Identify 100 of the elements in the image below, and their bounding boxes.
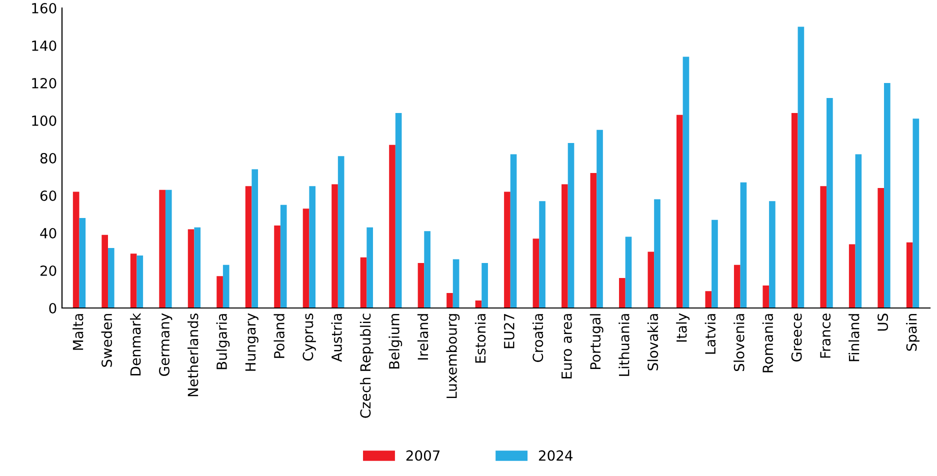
y-tick-label: 140 [32,40,56,51]
y-tick-label: 40 [40,228,56,238]
x-tick-label: Euro area [562,314,572,378]
bar [568,143,574,308]
y-tick-label: 20 [40,265,56,276]
legend-label: 2024 [538,450,573,461]
x-tick-label: Italy [676,313,690,342]
bar [245,186,252,308]
bar [102,234,108,308]
x-tick-label: Denmark [130,312,141,376]
bar [504,192,510,308]
bar [848,244,856,308]
x-tick-label: Belgium [388,314,402,368]
x-tick-label: Austria [331,314,342,362]
bar [705,291,712,308]
x-tick-label: Finland [848,314,860,362]
x-tick-label: Slovenia [734,314,744,372]
bar [360,257,367,308]
bar [309,186,316,308]
bar [740,182,747,308]
bar [682,56,690,308]
bar [482,263,488,308]
x-tick-label: Luxembourg [446,314,460,398]
x-tick-label: Netherlands [187,314,198,396]
bar [532,238,540,308]
bar [332,184,338,308]
bar [619,278,626,308]
x-tick-label: Greece [791,314,802,362]
bar [539,201,546,308]
bar [418,263,424,308]
x-tick-label: Germany [158,313,172,376]
bar [798,26,804,308]
bar [884,83,890,308]
x-tick-label: Romania [762,314,774,372]
x-tick-label: Sweden [101,314,112,367]
x-tick-label: Czech Republic [360,314,374,418]
legend-label: 2007 [406,450,440,461]
bar [366,227,373,308]
bar [625,236,632,308]
bar [136,256,144,308]
bar [791,113,798,308]
x-tick-label: Estonia [474,314,486,363]
x-tick-label: US [878,314,888,331]
bar [159,190,166,308]
bar [194,227,201,308]
bar [280,204,287,308]
x-tick-label: Slovakia [647,314,658,370]
x-tick-label: Spain [906,314,920,351]
bar [395,113,402,308]
bar [130,254,137,308]
x-tick-label: France [820,314,831,358]
bar [338,156,344,308]
bar [878,188,884,308]
x-tick-label: Cyprus [302,314,316,361]
bar [820,186,827,308]
bar [906,242,913,308]
bar [274,226,280,308]
y-tick-label: 80 [40,152,56,164]
x-tick-label: Malta [72,314,84,350]
bar [734,264,740,308]
x-tick-label: Portugal [590,314,604,370]
x-tick-label: EU27 [504,314,514,348]
bar [712,220,718,308]
bar [912,118,920,308]
bar [676,114,683,308]
bar [855,154,862,308]
bar [302,208,310,308]
x-tick-label: Latvia [704,314,716,354]
bar [222,264,230,308]
bar [769,201,776,308]
bar [216,276,223,308]
bar [452,259,460,308]
y-tick-label: 100 [32,115,56,126]
y-tick-label: 120 [32,78,56,88]
bar [826,98,833,308]
x-tick-label: Hungary [245,313,258,371]
bar [252,169,258,308]
bar [188,229,194,308]
bar [762,286,770,308]
bar [562,184,568,308]
bar [590,173,597,308]
x-tick-label: Bulgaria [216,314,230,370]
bar [648,252,654,308]
bar [108,248,114,308]
x-tick-label: Poland [274,314,284,358]
bar [72,192,80,308]
bar [165,190,172,308]
x-tick-label: Croatia [532,314,544,362]
bar [510,154,517,308]
bar [654,199,660,308]
x-tick-label: Lithuania [618,314,630,376]
y-tick-label: 60 [40,190,56,201]
bar [79,218,86,308]
bar [389,144,396,308]
y-tick-label: 160 [32,2,56,14]
bar [446,293,453,308]
y-tick-label: 0 [49,302,56,314]
bar [596,130,603,308]
x-tick-label: Ireland [417,314,428,360]
bar [424,231,430,308]
